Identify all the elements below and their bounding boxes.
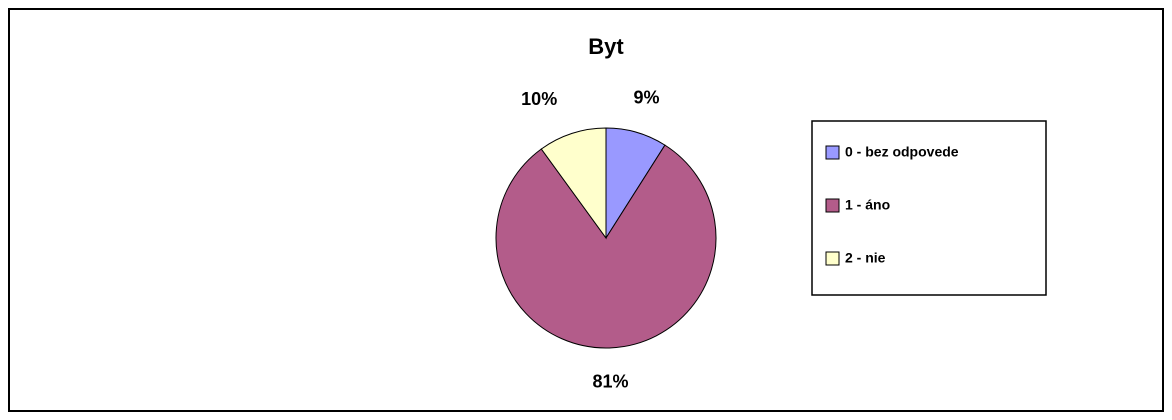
data-label: 10% [521,89,557,109]
pie-slice [540,127,607,240]
legend-box [811,120,1047,296]
legend-swatch [825,145,840,160]
legend-swatch [825,198,840,213]
data-label: 9% [633,88,659,108]
legend-label: 0 - bez odpovede [845,144,959,160]
legend-swatch [825,251,840,266]
chart-title: Byt [588,34,624,59]
data-label: 81% [593,372,629,392]
legend-label: 1 - áno [845,197,890,213]
pie-slice [495,144,717,349]
legend-label: 2 - nie [845,250,886,266]
